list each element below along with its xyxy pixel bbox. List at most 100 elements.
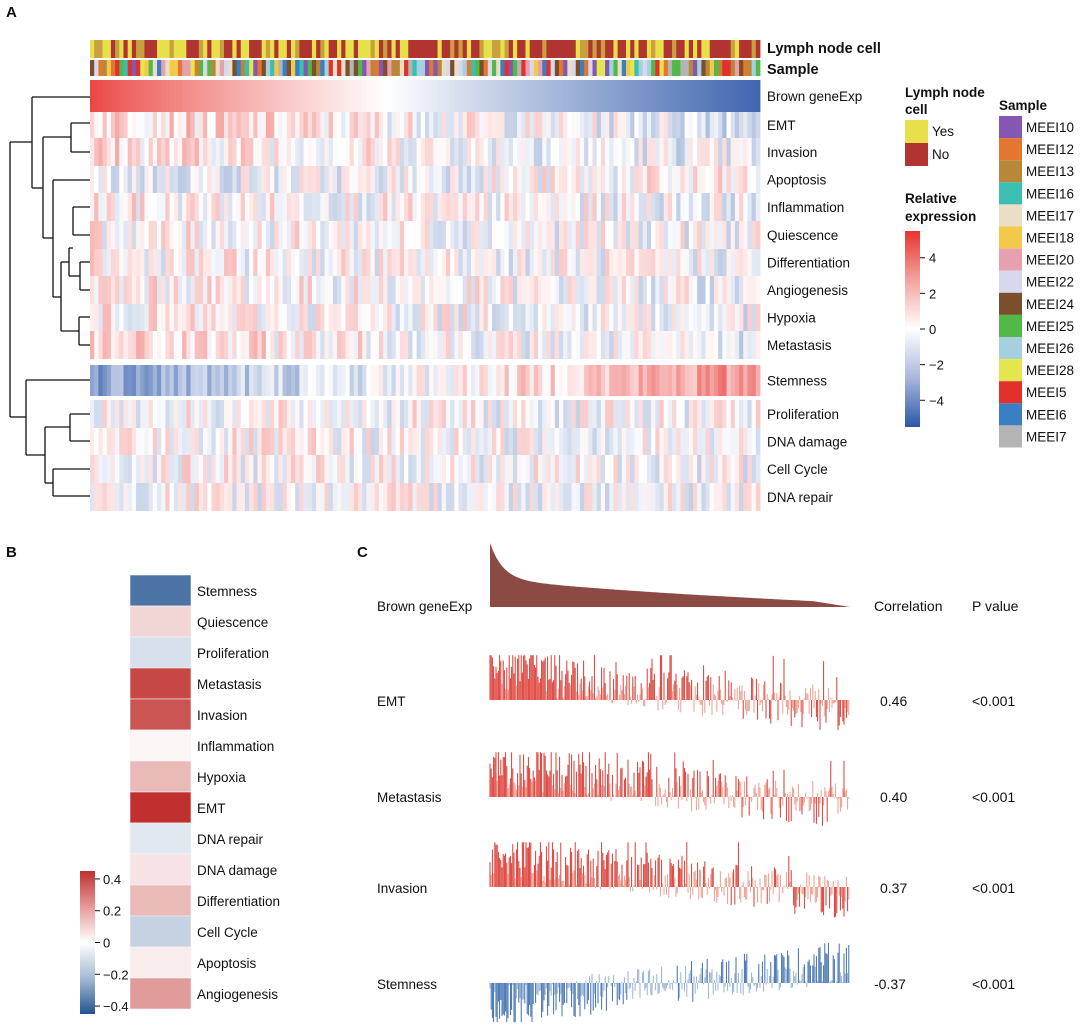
heatmap-cell — [186, 112, 191, 138]
sample-track-cell — [487, 60, 493, 76]
heatmap-cell — [579, 249, 585, 276]
heatmap-cell — [672, 138, 677, 166]
heatmap-cell — [546, 455, 552, 483]
heatmap-cell — [404, 276, 409, 304]
heatmap-cell — [224, 166, 229, 193]
heatmap-cell — [722, 193, 727, 221]
heatmap-cell — [487, 365, 493, 396]
heatmap-cell — [709, 112, 715, 138]
heatmap-cell — [538, 80, 543, 112]
heatmap-cell — [136, 483, 141, 511]
heatmap-cell — [638, 138, 644, 166]
heatmap-cell — [261, 138, 267, 166]
heatmap-cell — [374, 221, 380, 249]
heatmap-cell — [337, 365, 342, 396]
heatmap-cell — [433, 428, 438, 455]
heatmap-cell — [462, 304, 468, 331]
heatmap-cell — [144, 304, 150, 331]
lymph-track-cell — [345, 40, 351, 58]
heatmap-cell — [257, 365, 263, 396]
sample-track-cell — [663, 60, 669, 76]
heatmap-cell — [533, 138, 539, 166]
heatmap-cell — [584, 166, 589, 193]
lymph-track-cell — [559, 40, 564, 58]
sample-track-cell — [90, 60, 95, 76]
heatmap-cell — [182, 221, 187, 249]
sample-track-cell — [152, 60, 158, 76]
heatmap-cell — [224, 365, 229, 396]
heatmap-cell — [349, 455, 355, 483]
correlation-cell — [129, 946, 192, 979]
sample-track-cell — [454, 60, 459, 76]
heatmap-cell — [646, 276, 652, 304]
heatmap-cell — [508, 249, 514, 276]
heatmap-cell — [366, 304, 371, 331]
heatmap-cell — [232, 304, 237, 331]
heatmap-cell — [249, 112, 254, 138]
heatmap-cell — [646, 331, 652, 359]
heatmap-cell — [362, 483, 367, 511]
sample-track-cell — [600, 60, 606, 76]
heatmap-cell — [445, 193, 451, 221]
heatmap-cell — [605, 455, 610, 483]
heatmap-cell — [207, 138, 212, 166]
heatmap-cell — [253, 304, 258, 331]
heatmap-cell — [349, 304, 355, 331]
heatmap-row-label: Invasion — [767, 145, 817, 160]
lymph-track-cell — [588, 40, 593, 58]
sample-label: MEEI12 — [1026, 142, 1074, 157]
heatmap-cell — [596, 331, 602, 359]
heatmap-cell — [383, 166, 388, 193]
heatmap-cell — [626, 249, 631, 276]
heatmap-cell — [307, 276, 313, 304]
heatmap-cell — [198, 80, 204, 112]
heatmap-cell — [98, 276, 103, 304]
heatmap-cell — [747, 400, 753, 428]
heatmap-cell — [479, 80, 485, 112]
sample-swatch — [999, 337, 1022, 360]
heatmap-cell — [127, 304, 133, 331]
heatmap-cell — [366, 455, 371, 483]
heatmap-cell — [684, 483, 690, 511]
heatmap-cell — [433, 249, 438, 276]
heatmap-cell — [152, 249, 158, 276]
heatmap-cell — [651, 455, 656, 483]
heatmap-cell — [286, 221, 292, 249]
heatmap-cell — [538, 249, 543, 276]
heatmap-cell — [186, 166, 191, 193]
heatmap-cell — [324, 221, 330, 249]
heatmap-cell — [626, 166, 631, 193]
heatmap-cell — [701, 221, 706, 249]
heatmap-cell — [399, 400, 405, 428]
heatmap-cell — [579, 166, 585, 193]
heatmap-cell — [136, 331, 141, 359]
lymph-track-cell — [592, 40, 598, 58]
sample-swatch — [999, 248, 1022, 271]
heatmap-cell — [672, 365, 677, 396]
heatmap-cell — [701, 400, 706, 428]
heatmap-cell — [353, 483, 359, 511]
heatmap-cell — [182, 138, 187, 166]
heatmap-cell — [751, 400, 757, 428]
heatmap-cell — [563, 304, 568, 331]
heatmap-cell — [261, 276, 267, 304]
heatmap-cell — [123, 483, 129, 511]
heatmap-cell — [169, 455, 175, 483]
heatmap-cell — [588, 80, 593, 112]
heatmap-cell — [713, 221, 719, 249]
sample-track-cell — [667, 60, 673, 76]
sample-track-cell — [278, 60, 284, 76]
heatmap-cell — [492, 331, 497, 359]
heatmap-cell — [136, 80, 141, 112]
heatmap-cell — [261, 304, 267, 331]
heatmap-cell — [165, 365, 170, 396]
heatmap-cell — [98, 365, 103, 396]
sample-track-cell — [559, 60, 564, 76]
heatmap-cell — [374, 400, 380, 428]
heatmap-cell — [110, 304, 116, 331]
lymph-track-cell — [688, 40, 694, 58]
heatmap-cell — [525, 80, 531, 112]
heatmap-cell — [563, 249, 568, 276]
heatmap-cell — [203, 400, 208, 428]
correlation-row-label: Angiogenesis — [197, 987, 278, 1002]
